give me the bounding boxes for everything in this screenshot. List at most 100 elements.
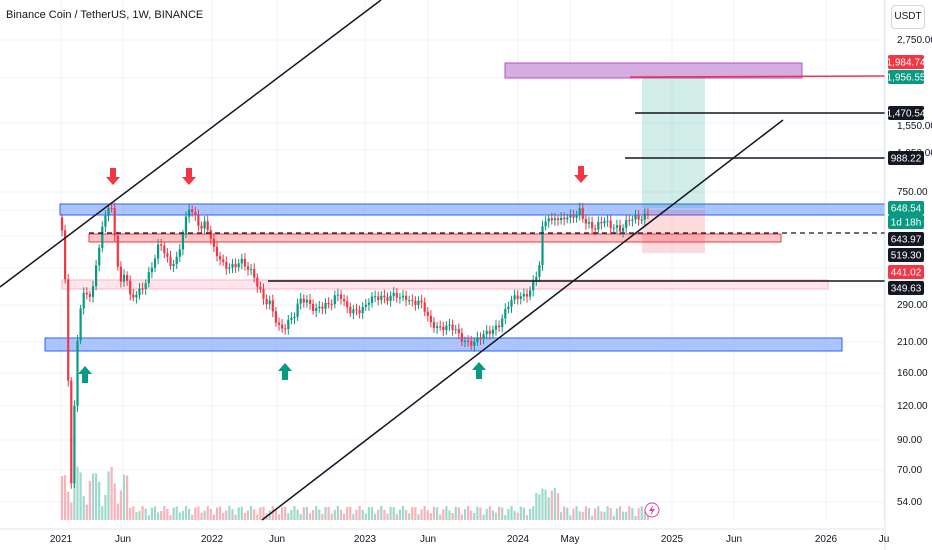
volume-bar (256, 514, 259, 520)
volume-bar (95, 473, 98, 520)
candle-body (135, 294, 138, 298)
candle-body (519, 296, 522, 299)
volume-bar (126, 475, 129, 520)
time-tick-label: May (561, 534, 580, 545)
volume-bar (197, 506, 200, 520)
candle-body (485, 330, 488, 335)
volume-bar (206, 506, 209, 520)
candle-body (637, 215, 640, 220)
candle-body (73, 405, 76, 484)
volume-bar (513, 510, 516, 520)
candle-body (581, 208, 584, 219)
candle-body (501, 318, 504, 328)
price-tag-label: 648.54 (891, 204, 922, 215)
time-tick-label: 2022 (201, 534, 224, 545)
price-tick-label-partial: 1,550.00 (897, 121, 932, 132)
channel-upper-line (0, 0, 382, 288)
candle-body (383, 295, 386, 298)
candle-body (405, 295, 408, 301)
candle-body (287, 319, 290, 330)
candle-body (454, 329, 457, 331)
volume-bar (581, 512, 584, 520)
candle-body (293, 316, 296, 318)
volume-bar (175, 506, 178, 520)
volume-bar (324, 507, 327, 520)
candle-body (622, 227, 625, 232)
price-tick-label: 160.00 (897, 368, 928, 379)
price-tag-label: 519.30 (891, 251, 922, 262)
volume-bar (60, 476, 64, 520)
support-resistance-zones (44, 62, 886, 352)
candle-body (138, 288, 141, 295)
signal-arrows (78, 166, 660, 518)
volume-bar (336, 506, 339, 520)
trend-lines (0, 0, 886, 521)
volume-bar (85, 504, 88, 520)
candle-body (556, 218, 560, 221)
volume-bar (135, 512, 138, 520)
candle-body (535, 276, 538, 281)
volume-bar (454, 506, 457, 520)
candle-body (231, 264, 234, 268)
volume-bar (460, 514, 463, 520)
resistance-zone-blue (59, 203, 886, 216)
time-tick-label: 2023 (354, 534, 377, 545)
candle-body (479, 337, 482, 339)
price-tag-bg (888, 106, 924, 120)
volume-bar (386, 513, 389, 520)
volume-bar (302, 507, 305, 520)
time-axis[interactable]: 2021 Jun 2022 Jun 2023 Jun 2024 May 2025 Jun 2026 J… (0, 528, 889, 545)
volume-bar (73, 482, 76, 520)
candle-body (597, 222, 600, 230)
volume-bar (597, 506, 600, 520)
volume-bar (237, 507, 240, 520)
candle-body (194, 212, 197, 216)
volume-bar (312, 510, 315, 520)
currency-button[interactable]: USDT (891, 5, 925, 29)
price-tick-label: 750.00 (897, 187, 928, 198)
volume-bar (107, 471, 110, 520)
candle-body (107, 207, 110, 216)
price-tag-label: 1,470.54 (887, 109, 926, 120)
candle-body (432, 322, 436, 329)
volume-bar (628, 506, 631, 520)
volume-bar (622, 511, 625, 520)
volume-bar (550, 490, 553, 520)
candle-body (494, 325, 498, 330)
volume-bar (482, 514, 485, 520)
candle-body (587, 222, 591, 224)
volume-bar (129, 507, 132, 520)
volume-bar (541, 488, 544, 520)
volume-bar (398, 509, 401, 520)
volume-bar (240, 506, 243, 520)
volume-bar (290, 510, 293, 520)
volume-bar (144, 508, 147, 520)
time-tick-label: 2024 (507, 534, 530, 545)
volume-bar (504, 514, 507, 520)
candle-body (361, 306, 364, 314)
volume-bar (637, 508, 640, 520)
candle-body (157, 244, 160, 259)
price-tag-label: 988.22 (891, 154, 922, 165)
down-arrow-3 (574, 166, 588, 183)
candle-body (572, 214, 575, 218)
volume-bar (494, 512, 498, 520)
volume-bar (485, 508, 488, 520)
candle-body (277, 322, 281, 325)
candle-body (436, 326, 439, 329)
price-tag-bg (888, 55, 924, 69)
volume-bar (370, 507, 374, 520)
candle-body (91, 286, 95, 297)
volume-bar (560, 512, 563, 520)
candle-body (122, 274, 126, 282)
volume-bar (572, 508, 575, 520)
candle-body (584, 218, 587, 224)
candle-body (460, 333, 463, 342)
volume-bar (432, 506, 436, 520)
candle-body (538, 265, 541, 277)
candle-body (631, 219, 634, 221)
volume-bar (225, 510, 228, 520)
time-tick-label: 2025 (661, 534, 684, 545)
candle-body (169, 256, 172, 267)
